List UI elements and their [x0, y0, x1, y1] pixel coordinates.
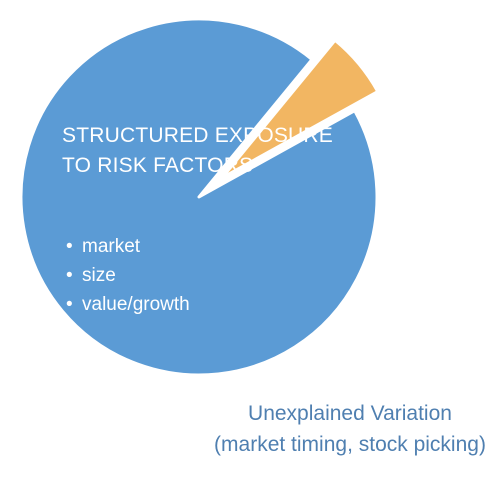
bullet-icon: •	[66, 236, 73, 257]
main-slice-label-line-1: STRUCTURED EXPOSURE	[62, 124, 333, 147]
risk-factor-label: value/growth	[82, 294, 190, 315]
risk-factor-list: • market • size • value/growth	[66, 232, 190, 319]
bullet-icon: •	[66, 294, 73, 315]
risk-factor-label: size	[82, 265, 116, 286]
unexplained-slice-label: Unexplained Variation (market timing, st…	[200, 398, 500, 460]
risk-factor-item: • value/growth	[66, 290, 190, 319]
main-slice-label-line-2: TO RISK FACTORS	[62, 154, 254, 177]
risk-factor-slice	[19, 17, 379, 377]
unexplained-slice-label-line-1: Unexplained Variation	[248, 402, 452, 425]
risk-factor-item: • size	[66, 261, 190, 290]
unexplained-slice-label-line-2: (market timing, stock picking)	[214, 433, 486, 456]
bullet-icon: •	[66, 265, 73, 286]
risk-factor-label: market	[82, 236, 141, 257]
unexplained-variation-slice	[220, 38, 380, 180]
risk-factor-item: • market	[66, 232, 190, 261]
main-slice-label: STRUCTURED EXPOSURE TO RISK FACTORS	[62, 121, 333, 181]
